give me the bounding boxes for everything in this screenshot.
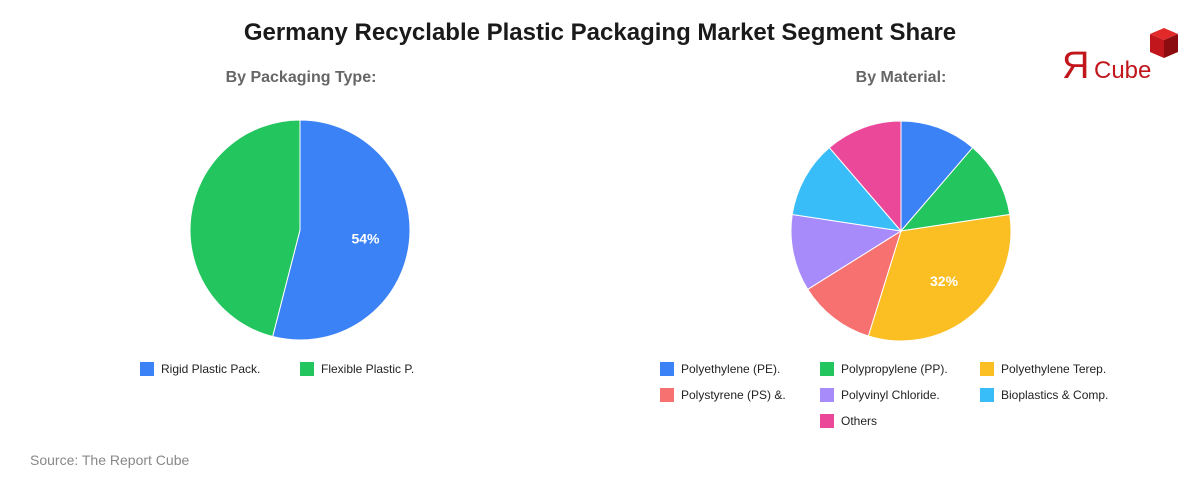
pie-slice [790,213,903,291]
logo-letter: Я [1062,45,1089,86]
material-pie: 32% [790,120,1012,342]
legend-label: Polypropylene (PP). [841,362,948,376]
pie-slice [807,229,902,337]
legend-item[interactable]: Others [820,414,877,428]
legend-swatch [820,414,834,428]
legend-item[interactable]: Polypropylene (PP). [820,362,948,376]
legend-label: Bioplastics & Comp. [1001,388,1109,402]
legend-item[interactable]: Polystyrene (PS) &. [660,388,786,402]
legend-item[interactable]: Rigid Plastic Pack. [140,362,260,376]
pie-slice [828,120,902,233]
pie-slice [272,120,410,340]
pie-slice [190,120,301,338]
legend-swatch [820,388,834,402]
legend-label: Polyethylene (PE). [681,362,781,376]
pie1-subtitle: By Packaging Type: [225,69,377,86]
legend-swatch [140,362,154,376]
packaging-type-pie: 54% [190,120,410,340]
pie2-subtitle: By Material: [855,69,947,86]
legend-item[interactable]: Flexible Plastic P. [300,362,414,376]
legend-swatch [980,388,994,402]
legend-item[interactable]: Polyethylene (PE). [660,362,780,376]
chart-title: Germany Recyclable Plastic Packaging Mar… [243,19,957,46]
legend-label: Polyvinyl Chloride. [841,388,940,402]
pie-slice [867,213,1012,342]
logo-text: Cube [1094,57,1151,84]
pie-slice [900,120,974,233]
source-note: Source: The Report Cube [30,452,190,468]
slice-label: 32% [930,273,959,289]
legend-label: Flexible Plastic P. [321,362,415,376]
legend-label: Rigid Plastic Pack. [161,362,261,376]
legend-swatch [300,362,314,376]
legend-label: Polyethylene Terep. [1001,362,1107,376]
legend-item[interactable]: Polyvinyl Chloride. [820,388,940,402]
legend-item[interactable]: Bioplastics & Comp. [980,388,1108,402]
pie-slice [899,146,1011,232]
pie-slice [791,146,903,232]
legend-label: Polystyrene (PS) &. [681,388,786,402]
legend-item[interactable]: Polyethylene Terep. [980,362,1106,376]
legend-label: Others [841,414,878,428]
slice-label: 54% [351,230,380,246]
legend-swatch [980,362,994,376]
report-cube-logo: Я Cube [1062,28,1178,86]
legend-swatch [660,362,674,376]
legend-swatch [820,362,834,376]
legend-swatch [660,388,674,402]
